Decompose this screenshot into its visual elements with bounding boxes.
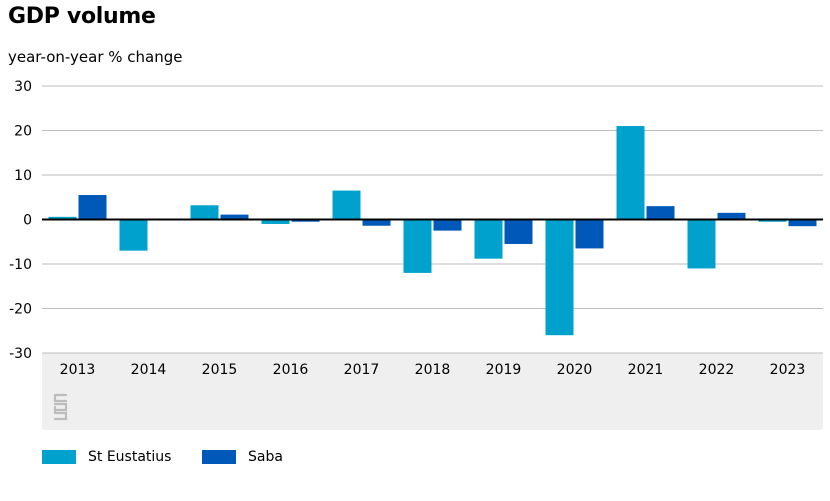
chart-subtitle: year-on-year % change [8,48,183,66]
legend-swatch-saba [202,450,236,464]
x-tick-label: 2022 [699,362,735,378]
bar-saba-2018 [433,219,462,231]
y-tick-labels: 30 20 10 0 -10 -20 -30 [9,79,32,362]
x-tick-label: 2021 [628,362,664,378]
x-axis-band [42,353,823,430]
x-tick-label: 2019 [486,362,522,378]
y-tick-label: -20 [9,302,32,318]
x-tick-labels: 2013 2014 2015 2016 2017 2018 2019 2020 2021 2022… [60,362,806,378]
bar-st-eustatius-2021 [616,126,645,220]
bar-st-eustatius-2018 [403,219,432,273]
bar-st-eustatius-2015 [190,205,219,220]
bar-saba-2019 [504,219,533,244]
bar-saba-2017 [362,219,391,226]
bar-st-eustatius-2020 [545,219,574,336]
x-tick-label: 2016 [273,362,309,378]
bar-st-eustatius-2019 [474,219,503,259]
bar-saba-2022 [717,212,746,220]
x-tick-label: 2014 [131,362,167,378]
bar-saba-2016 [291,219,320,222]
bar-saba-2020 [575,219,604,249]
legend-label-saba: Saba [248,449,283,465]
legend-item-st-eustatius: St Eustatius [42,447,171,467]
y-tick-label: -30 [9,346,32,362]
legend-swatch-st-eustatius [42,450,76,464]
bar-saba-2023 [788,219,817,227]
x-tick-label: 2013 [60,362,96,378]
bar-st-eustatius-2014 [119,219,148,251]
bar-st-eustatius-2017 [332,190,361,220]
bar-saba-2021 [646,206,675,220]
bar-saba-2013 [78,195,107,220]
bar-st-eustatius-2022 [687,219,716,269]
y-tick-label: 20 [14,124,32,140]
bar-st-eustatius-2013 [48,216,77,220]
bar-saba-2015 [220,214,249,220]
y-tick-label: 30 [14,79,32,95]
x-tick-label: 2015 [202,362,238,378]
bars [48,126,817,336]
legend-label-st-eustatius: St Eustatius [88,449,172,465]
x-tick-label: 2018 [415,362,451,378]
chart-title: GDP volume [8,4,156,29]
x-tick-label: 2023 [770,362,806,378]
legend-item-saba: Saba [202,447,283,467]
bar-st-eustatius-2016 [261,219,290,224]
x-tick-label: 2017 [344,362,380,378]
y-tick-label: 10 [14,168,32,184]
x-tick-label: 2020 [557,362,593,378]
bar-st-eustatius-2023 [758,219,787,222]
y-tick-label: 0 [23,213,32,229]
y-tick-label: -10 [9,257,32,273]
cbs-logo [53,393,68,421]
